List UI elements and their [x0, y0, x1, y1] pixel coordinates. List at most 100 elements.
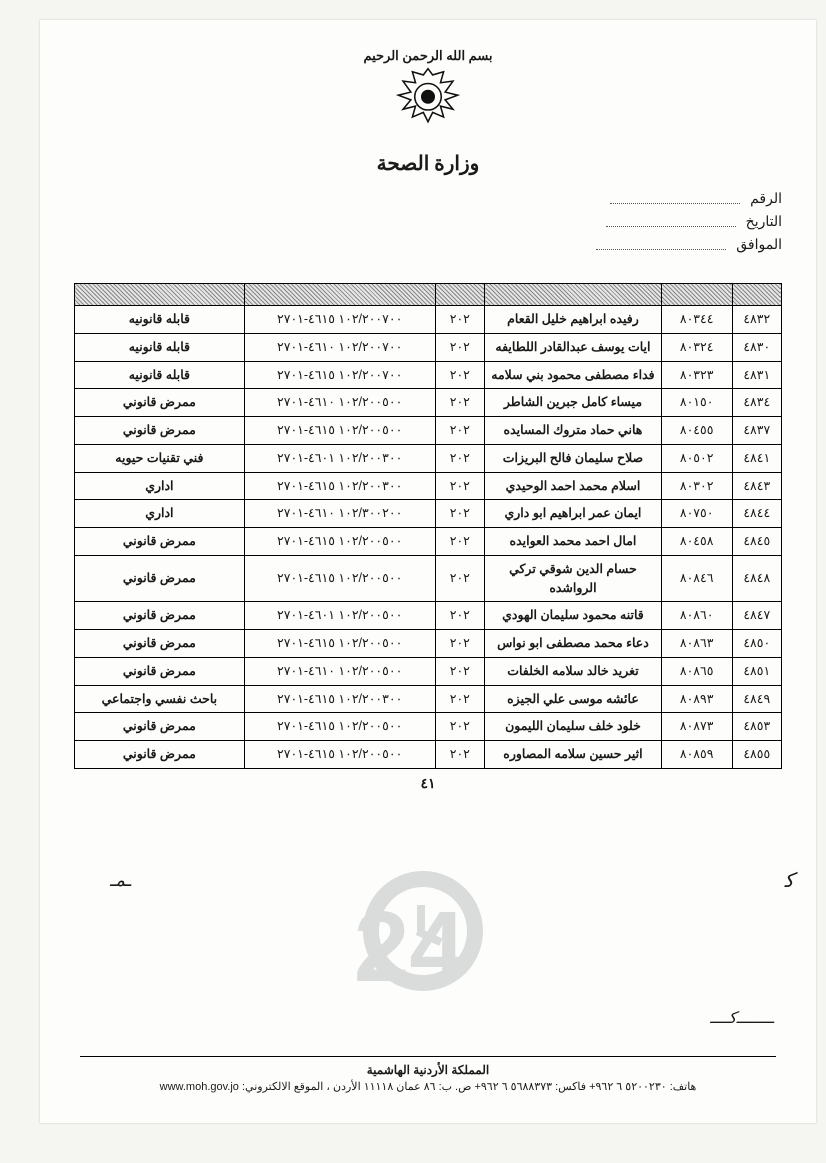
table-cell: ٤٨٥٣: [732, 713, 781, 741]
crown-emblem-icon: [389, 64, 467, 142]
table-cell: ٨٠٥٠٢: [661, 444, 732, 472]
page-number: ٤١: [74, 775, 782, 792]
table-cell: ١٠٢/٢٠٠٥٠٠ ٤٦٠١-٢٧٠١: [244, 602, 435, 630]
table-cell: ١٠٢/٢٠٠٧٠٠ ٤٦١٠-٢٧٠١: [244, 333, 435, 361]
table-cell: قابله قانونيه: [75, 306, 245, 334]
table-cell: ٨٠٨٧٣: [661, 713, 732, 741]
meta-date-label: التاريخ: [746, 213, 782, 229]
table-cell: هاني حماد متروك المسايده: [485, 417, 662, 445]
table-row: ٤٨٤٣٨٠٣٠٢اسلام محمد احمد الوحيدي٢٠٢١٠٢/٢…: [75, 472, 782, 500]
watermark-24: 24: [354, 891, 466, 1003]
table-row: ٤٨٣٠٨٠٣٢٤ايات يوسف عبدالقادر اللطايفه٢٠٢…: [75, 333, 782, 361]
table-cell: ممرض قانوني: [75, 741, 245, 769]
table-cell: ٨٠٨٥٩: [661, 741, 732, 769]
table-cell: ٤٨٥٠: [732, 630, 781, 658]
watermark-logo: J 24: [313, 853, 543, 1013]
watermark-j: J: [313, 855, 321, 1001]
table-row: ٤٨٥٣٨٠٨٧٣خلود خلف سليمان الليمون٢٠٢١٠٢/٢…: [75, 713, 782, 741]
table-cell: فداء مصطفى محمود بني سلامه: [485, 361, 662, 389]
table-row: ٤٨٤٨٨٠٨٤٦حسام الدين شوقي تركي الرواشده٢٠…: [75, 555, 782, 602]
basmala: بسم الله الرحمن الرحيم: [74, 48, 782, 64]
table-cell: اداري: [75, 472, 245, 500]
table-cell: حسام الدين شوقي تركي الرواشده: [485, 555, 662, 602]
table-cell: ٢٠٢: [435, 630, 484, 658]
table-cell: ٤٨٣٠: [732, 333, 781, 361]
table-row: ٤٨٣٤٨٠١٥٠ميساء كامل جبرين الشاطر٢٠٢١٠٢/٢…: [75, 389, 782, 417]
table-cell: اثير حسين سلامه المصاوره: [485, 741, 662, 769]
footer-rule: [80, 1056, 776, 1057]
table-cell: فني تقنيات حيويه: [75, 444, 245, 472]
table-cell: ٤٨٤٤: [732, 500, 781, 528]
dotted-rule: [610, 194, 740, 204]
table-header-cell: [732, 284, 781, 306]
table-cell: ٨٠٤٥٨: [661, 528, 732, 556]
table-cell: تغريد خالد سلامه الخلفات: [485, 657, 662, 685]
table-cell: ٤٨٣١: [732, 361, 781, 389]
header-emblem-area: بسم الله الرحمن الرحيم وزارة الصحة: [74, 48, 782, 176]
table-cell: ٤٨٤١: [732, 444, 781, 472]
table-cell: ٢٠٢: [435, 361, 484, 389]
table-cell: ٨٠٤٥٥: [661, 417, 732, 445]
table-row: ٤٨٥٥٨٠٨٥٩اثير حسين سلامه المصاوره٢٠٢١٠٢/…: [75, 741, 782, 769]
footer-text: المملكة الأردنية الهاشمية هاتف: ٥٢٠٠٢٣٠ …: [80, 1061, 776, 1096]
table-cell: ٨٠١٥٠: [661, 389, 732, 417]
footer-signature: ــــــــﮐــــ: [710, 1008, 774, 1028]
table-cell: ١٠٢/٢٠٠٥٠٠ ٤٦١٠-٢٧٠١: [244, 389, 435, 417]
table-cell: ٢٠٢: [435, 389, 484, 417]
footer-kingdom: المملكة الأردنية الهاشمية: [80, 1061, 776, 1079]
table-cell: ١٠٢/٢٠٠٣٠٠ ٤٦١٥-٢٧٠١: [244, 685, 435, 713]
table-cell: ٨٠٧٥٠: [661, 500, 732, 528]
table-cell: رفيده ابراهيم خليل القعام: [485, 306, 662, 334]
table-cell: ٤٨٥٥: [732, 741, 781, 769]
table-cell: ١٠٢/٢٠٠٥٠٠ ٤٦١٥-٢٧٠١: [244, 528, 435, 556]
table-cell: ٢٠٢: [435, 528, 484, 556]
table-cell: ٤٨٤٣: [732, 472, 781, 500]
meta-corresponds-label: الموافق: [736, 236, 782, 252]
table-header-cell: [661, 284, 732, 306]
dotted-rule: [606, 217, 736, 227]
table-cell: ممرض قانوني: [75, 555, 245, 602]
meta-corresponds: الموافق: [74, 236, 782, 253]
table-cell: ٤٨٤٨: [732, 555, 781, 602]
table-cell: باحث نفسي واجتماعي: [75, 685, 245, 713]
table-cell: ممرض قانوني: [75, 389, 245, 417]
table-cell: ٢٠٢: [435, 657, 484, 685]
table-cell: ٤٨٣٤: [732, 389, 781, 417]
table-cell: ٨٠٨٤٦: [661, 555, 732, 602]
table-cell: ١٠٢/٢٠٠٧٠٠ ٤٦١٥-٢٧٠١: [244, 306, 435, 334]
table-cell: اداري: [75, 500, 245, 528]
table-header-cell: [75, 284, 245, 306]
table-cell: ممرض قانوني: [75, 657, 245, 685]
table-cell: دعاء محمد مصطفى ابو نواس: [485, 630, 662, 658]
table-cell: ميساء كامل جبرين الشاطر: [485, 389, 662, 417]
table-row: ٤٨٤٤٨٠٧٥٠ايمان عمر ابراهيم ابو داري٢٠٢١٠…: [75, 500, 782, 528]
meta-number-label: الرقم: [750, 190, 782, 206]
table-cell: قابله قانونيه: [75, 333, 245, 361]
table-cell: ممرض قانوني: [75, 417, 245, 445]
table-cell: ٢٠٢: [435, 555, 484, 602]
signature-right: ﮐ: [784, 868, 794, 893]
table-cell: ٢٠٢: [435, 333, 484, 361]
table-row: ٤٨٥٠٨٠٨٦٣دعاء محمد مصطفى ابو نواس٢٠٢١٠٢/…: [75, 630, 782, 658]
table-cell: ايمان عمر ابراهيم ابو داري: [485, 500, 662, 528]
table-header-cell: [485, 284, 662, 306]
table-cell: ١٠٢/٢٠٠٧٠٠ ٤٦١٥-٢٧٠١: [244, 361, 435, 389]
dotted-rule: [596, 240, 726, 250]
table-cell: ٢٠٢: [435, 417, 484, 445]
table-cell: ٨٠٣٤٤: [661, 306, 732, 334]
table-cell: ٤٨٤٧: [732, 602, 781, 630]
signature-left: ـمـ: [110, 870, 131, 891]
meta-fields: الرقم التاريخ الموافق: [74, 190, 782, 253]
table-row: ٤٨٣١٨٠٣٢٣فداء مصطفى محمود بني سلامه٢٠٢١٠…: [75, 361, 782, 389]
data-table: ٤٨٣٢٨٠٣٤٤رفيده ابراهيم خليل القعام٢٠٢١٠٢…: [74, 283, 782, 769]
table-cell: ٢٠٢: [435, 713, 484, 741]
table-cell: ٢٠٢: [435, 500, 484, 528]
ministry-title: وزارة الصحة: [74, 151, 782, 176]
table-cell: ٢٠٢: [435, 444, 484, 472]
table-cell: ممرض قانوني: [75, 630, 245, 658]
table-cell: ١٠٢/٢٠٠٥٠٠ ٤٦١٥-٢٧٠١: [244, 630, 435, 658]
table-cell: ١٠٢/٢٠٠٥٠٠ ٤٦١٥-٢٧٠١: [244, 555, 435, 602]
table-cell: خلود خلف سليمان الليمون: [485, 713, 662, 741]
table-row: ٤٨٤٥٨٠٤٥٨امال احمد محمد العوايده٢٠٢١٠٢/٢…: [75, 528, 782, 556]
table-cell: عائشه موسى علي الجيزه: [485, 685, 662, 713]
